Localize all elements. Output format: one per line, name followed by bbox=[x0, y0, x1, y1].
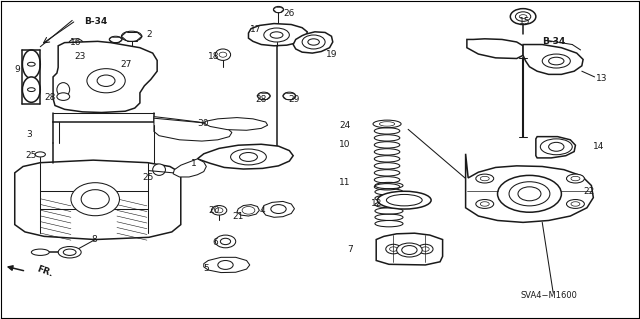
Polygon shape bbox=[154, 117, 232, 141]
Text: 30: 30 bbox=[197, 119, 209, 129]
Text: FR.: FR. bbox=[36, 264, 54, 278]
Ellipse shape bbox=[273, 6, 284, 13]
Ellipse shape bbox=[373, 120, 401, 128]
Text: 28: 28 bbox=[44, 93, 56, 102]
Text: 25: 25 bbox=[143, 173, 154, 182]
Ellipse shape bbox=[566, 174, 584, 183]
Ellipse shape bbox=[35, 152, 45, 157]
Polygon shape bbox=[205, 118, 268, 130]
Text: 29: 29 bbox=[288, 95, 300, 104]
Ellipse shape bbox=[211, 205, 227, 215]
Text: 18: 18 bbox=[208, 52, 220, 61]
Ellipse shape bbox=[378, 191, 431, 209]
Ellipse shape bbox=[31, 249, 49, 256]
Polygon shape bbox=[293, 32, 333, 53]
Ellipse shape bbox=[22, 77, 40, 102]
Polygon shape bbox=[204, 257, 250, 272]
Text: 23: 23 bbox=[74, 52, 86, 61]
Ellipse shape bbox=[122, 31, 142, 41]
Ellipse shape bbox=[215, 49, 230, 60]
Text: 4: 4 bbox=[259, 206, 265, 215]
Ellipse shape bbox=[515, 12, 531, 21]
Polygon shape bbox=[466, 154, 593, 222]
Text: 17: 17 bbox=[250, 25, 261, 34]
Ellipse shape bbox=[58, 247, 81, 258]
Text: 24: 24 bbox=[339, 121, 351, 130]
Ellipse shape bbox=[283, 92, 296, 100]
Text: 26: 26 bbox=[284, 9, 295, 18]
Ellipse shape bbox=[386, 244, 401, 254]
Ellipse shape bbox=[476, 174, 493, 183]
Text: 2: 2 bbox=[147, 31, 152, 40]
Ellipse shape bbox=[257, 92, 270, 100]
Text: 22: 22 bbox=[583, 187, 595, 197]
Polygon shape bbox=[536, 137, 575, 158]
Text: 5: 5 bbox=[204, 263, 209, 273]
Ellipse shape bbox=[71, 183, 120, 216]
Polygon shape bbox=[53, 41, 157, 113]
Polygon shape bbox=[173, 159, 206, 177]
Ellipse shape bbox=[109, 36, 122, 43]
Text: SVA4−M1600: SVA4−M1600 bbox=[520, 291, 577, 300]
Text: 11: 11 bbox=[339, 178, 351, 187]
Text: 6: 6 bbox=[212, 238, 218, 247]
Ellipse shape bbox=[215, 235, 236, 248]
Text: 8: 8 bbox=[92, 235, 97, 244]
Text: 7: 7 bbox=[347, 245, 353, 254]
Text: 14: 14 bbox=[593, 142, 605, 151]
Polygon shape bbox=[237, 204, 259, 216]
Text: 13: 13 bbox=[596, 74, 607, 83]
Text: 15: 15 bbox=[519, 17, 531, 26]
Ellipse shape bbox=[418, 244, 433, 254]
Ellipse shape bbox=[510, 9, 536, 25]
Ellipse shape bbox=[57, 93, 70, 100]
Ellipse shape bbox=[87, 69, 125, 93]
Polygon shape bbox=[248, 24, 307, 46]
Ellipse shape bbox=[153, 164, 166, 175]
Polygon shape bbox=[467, 39, 523, 58]
Ellipse shape bbox=[74, 53, 92, 62]
Text: 10: 10 bbox=[339, 140, 351, 149]
Ellipse shape bbox=[476, 199, 493, 208]
Ellipse shape bbox=[573, 185, 591, 194]
Ellipse shape bbox=[509, 182, 550, 206]
Text: 27: 27 bbox=[121, 60, 132, 69]
Ellipse shape bbox=[497, 175, 561, 212]
Ellipse shape bbox=[57, 83, 70, 97]
Text: 3: 3 bbox=[26, 130, 32, 139]
Ellipse shape bbox=[22, 50, 40, 78]
Text: 16: 16 bbox=[70, 38, 81, 47]
Text: B-34: B-34 bbox=[542, 38, 566, 47]
Text: 28: 28 bbox=[255, 95, 266, 104]
Polygon shape bbox=[523, 45, 583, 74]
Polygon shape bbox=[262, 201, 294, 217]
Ellipse shape bbox=[397, 243, 422, 257]
Ellipse shape bbox=[387, 195, 422, 206]
Ellipse shape bbox=[68, 39, 84, 50]
Polygon shape bbox=[15, 160, 180, 240]
Text: 19: 19 bbox=[326, 49, 338, 59]
Polygon shape bbox=[197, 144, 293, 169]
Text: 9: 9 bbox=[15, 65, 20, 74]
Polygon shape bbox=[376, 233, 443, 265]
Text: 21: 21 bbox=[232, 211, 244, 220]
Text: B-34: B-34 bbox=[84, 17, 107, 26]
Text: 25: 25 bbox=[25, 151, 36, 160]
Ellipse shape bbox=[566, 199, 584, 208]
Ellipse shape bbox=[81, 190, 109, 209]
Text: 20: 20 bbox=[208, 206, 220, 215]
Text: 12: 12 bbox=[371, 199, 383, 208]
Text: 1: 1 bbox=[191, 159, 196, 168]
